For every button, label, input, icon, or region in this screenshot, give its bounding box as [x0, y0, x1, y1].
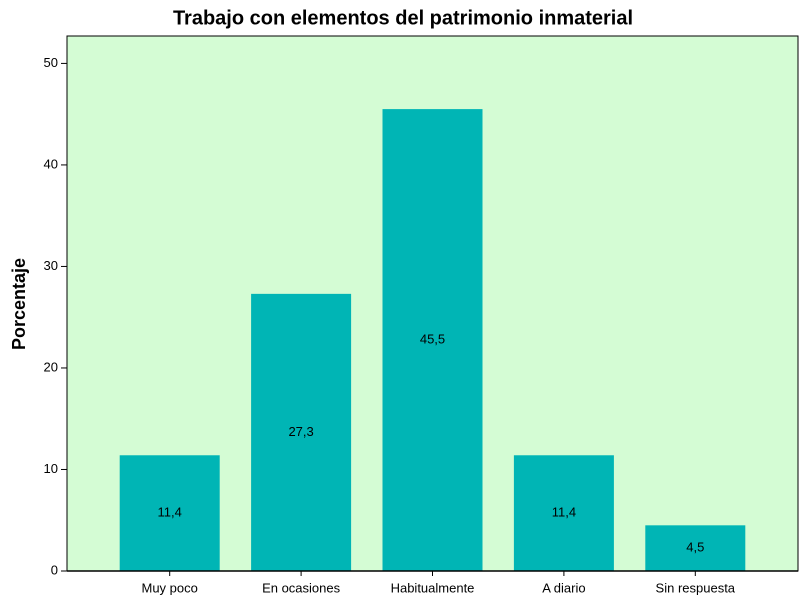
y-tick-label: 50	[44, 55, 58, 70]
value-label: 11,4	[552, 505, 576, 520]
bar	[382, 109, 483, 571]
value-label: 27,3	[288, 424, 313, 439]
y-tick-label: 30	[44, 258, 58, 273]
y-tick-label: 10	[44, 461, 58, 476]
bar	[119, 455, 220, 571]
x-tick-label: Habitualmente	[391, 580, 475, 595]
bar	[645, 525, 746, 571]
y-axis-label: Porcentaje	[9, 258, 29, 350]
x-tick-label: A diario	[542, 580, 585, 595]
y-tick-label: 0	[51, 562, 58, 577]
x-tick-label: En ocasiones	[262, 580, 341, 595]
y-tick-label: 40	[44, 156, 58, 171]
x-tick-label: Muy poco	[142, 580, 198, 595]
x-tick-label: Sin respuesta	[656, 580, 736, 595]
value-label: 4,5	[686, 540, 704, 555]
y-tick-label: 20	[44, 359, 58, 374]
bar	[513, 455, 614, 571]
chart-title: Trabajo con elementos del patrimonio inm…	[173, 7, 633, 29]
value-label: 11,4	[158, 505, 182, 520]
bar	[251, 293, 352, 571]
value-label: 45,5	[420, 331, 445, 346]
